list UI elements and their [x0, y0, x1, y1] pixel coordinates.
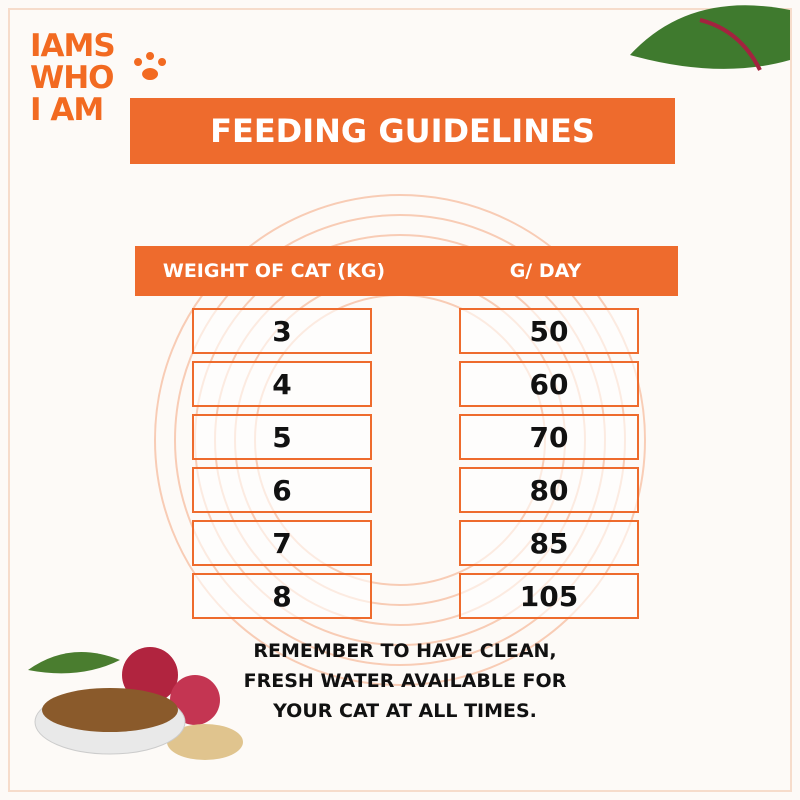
table-cell: 70 — [459, 414, 639, 460]
table-cell: 5 — [192, 414, 372, 460]
table-cell: 60 — [459, 361, 639, 407]
table-cell: 50 — [459, 308, 639, 354]
table-cell: 3 — [192, 308, 372, 354]
title: FEEDING GUIDELINES — [130, 98, 675, 164]
table-cell: 80 — [459, 467, 639, 513]
table-cell: 105 — [459, 573, 639, 619]
table-cell: 7 — [192, 520, 372, 566]
table-cell: 8 — [192, 573, 372, 619]
note-line: FRESH WATER AVAILABLE FOR — [243, 670, 567, 692]
column-header: WEIGHT OF CAT (KG) — [135, 246, 413, 296]
column-header: G/ DAY — [413, 246, 678, 296]
table-cell: 6 — [192, 467, 372, 513]
logo-brand: IAMS — [30, 28, 116, 64]
table-cell: 4 — [192, 361, 372, 407]
note-line: YOUR CAT AT ALL TIMES. — [273, 700, 537, 722]
logo-line: I AM — [30, 92, 104, 128]
frame — [8, 8, 792, 792]
table-cell: 85 — [459, 520, 639, 566]
note-line: REMEMBER TO HAVE CLEAN, — [253, 640, 557, 662]
logo-line: WHO — [30, 60, 114, 96]
